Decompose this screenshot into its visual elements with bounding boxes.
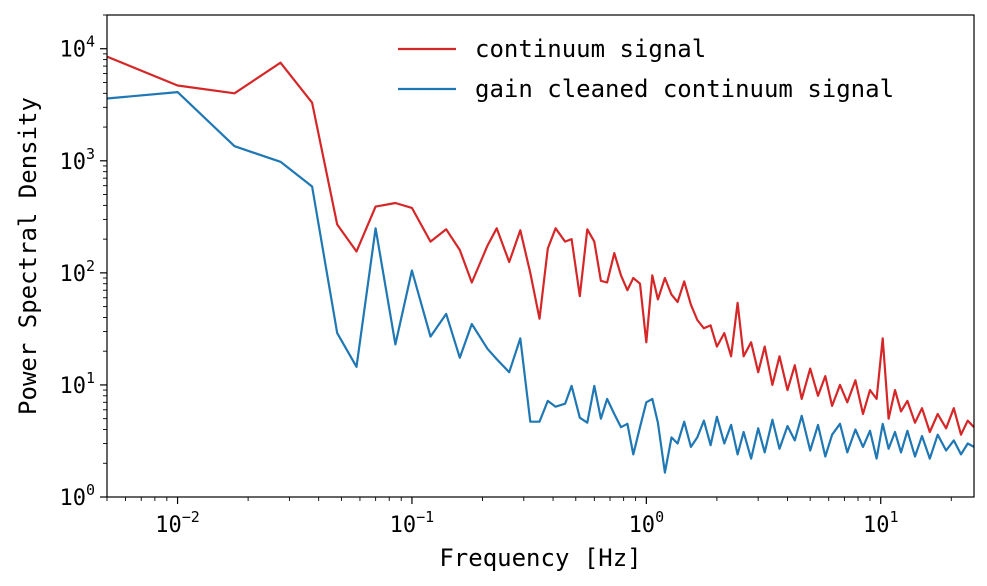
- x-axis-title: Frequency [Hz]: [439, 544, 641, 572]
- x-tick-label: 10−2: [155, 508, 200, 538]
- plot-lines: [106, 55, 975, 474]
- x-axis-ticks: 10−2 10−1 100 101: [106, 497, 952, 538]
- y-axis-title: Power Spectral Density: [14, 97, 42, 415]
- plot-frame: [106, 14, 975, 498]
- y-tick-label: 102: [59, 257, 95, 287]
- y-axis-ticks: 100 101 102 103 104: [59, 14, 107, 511]
- legend-label-2: gain cleaned continuum signal: [475, 75, 894, 103]
- series-line-1: [106, 55, 975, 436]
- legend: continuum signal gain cleaned continuum s…: [398, 35, 894, 103]
- series-line-2: [106, 90, 975, 474]
- legend-label-1: continuum signal: [475, 35, 706, 63]
- x-tick-label: 100: [629, 508, 665, 538]
- y-tick-label: 104: [59, 33, 95, 63]
- x-tick-label: 101: [863, 508, 899, 538]
- y-tick-label: 100: [59, 481, 95, 511]
- x-tick-label: 10−1: [390, 508, 435, 538]
- y-tick-label: 103: [59, 145, 95, 175]
- y-tick-label: 101: [59, 369, 95, 399]
